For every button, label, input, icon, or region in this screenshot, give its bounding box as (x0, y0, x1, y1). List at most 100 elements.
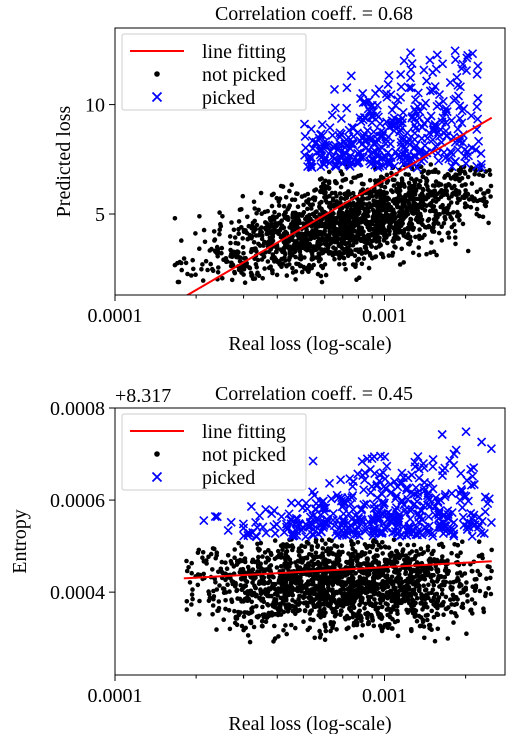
data-point (429, 551, 435, 556)
data-point (249, 599, 254, 605)
data-point (172, 262, 178, 268)
data-point (301, 202, 306, 208)
data-point (418, 220, 424, 225)
data-point (321, 559, 327, 564)
data-point (320, 250, 326, 255)
data-point (347, 605, 352, 611)
data-point (320, 137, 330, 147)
data-point (372, 480, 382, 490)
data-point (245, 598, 250, 603)
data-point (459, 573, 465, 578)
data-point (462, 182, 468, 187)
data-point (321, 597, 327, 602)
data-point (350, 614, 356, 620)
data-point (326, 185, 332, 191)
data-point (445, 571, 451, 577)
data-point (449, 609, 454, 615)
data-point (457, 106, 467, 116)
data-point (486, 586, 491, 591)
data-point (303, 162, 313, 172)
data-point (460, 539, 465, 544)
data-point (340, 178, 346, 183)
data-point (230, 262, 236, 268)
data-point (488, 194, 493, 199)
data-point (385, 625, 391, 631)
data-point (396, 230, 402, 235)
data-point (427, 528, 437, 538)
data-point (255, 554, 261, 560)
data-point (239, 587, 245, 593)
data-point (253, 585, 258, 590)
data-point (350, 546, 356, 552)
data-point (200, 550, 206, 555)
data-point (361, 181, 366, 187)
y-tick-label: 0.0008 (50, 398, 105, 420)
data-point (356, 514, 366, 524)
data-point (276, 634, 281, 639)
data-point (327, 547, 332, 553)
data-point (333, 203, 339, 208)
data-point (197, 246, 202, 251)
data-point (241, 614, 247, 619)
data-point (227, 589, 232, 594)
data-point (216, 599, 222, 604)
data-point (319, 184, 324, 190)
data-point (318, 273, 324, 279)
data-point (397, 542, 403, 547)
data-point (399, 178, 405, 183)
data-point (392, 201, 398, 206)
data-point (289, 182, 295, 187)
data-point (403, 571, 408, 577)
data-point (320, 156, 330, 166)
x-tick-label: 0.0001 (88, 685, 143, 707)
data-point (413, 452, 423, 462)
data-point (217, 210, 222, 215)
data-point (280, 184, 286, 189)
data-point (403, 473, 413, 483)
x-axis: 0.0001 0.001 Real loss (log-scale) (88, 675, 467, 735)
data-point (476, 163, 486, 173)
data-point (318, 241, 324, 247)
data-point (440, 153, 451, 163)
data-point (338, 515, 348, 525)
data-point (270, 234, 276, 240)
data-point (365, 613, 370, 619)
x-axis: 0.0001 0.001 Real loss (log-scale) (88, 295, 467, 355)
data-point (307, 136, 317, 146)
data-point (469, 597, 475, 602)
data-point (314, 255, 319, 260)
data-point (466, 197, 472, 202)
data-point (309, 265, 315, 271)
data-point (373, 162, 383, 173)
data-point (453, 241, 458, 247)
data-point (232, 235, 238, 240)
data-point (390, 505, 401, 515)
data-point (380, 452, 390, 462)
data-point (359, 485, 369, 495)
data-point (309, 490, 319, 500)
data-point (445, 636, 451, 641)
data-point (249, 247, 255, 252)
data-point (197, 214, 202, 219)
data-point (236, 267, 242, 273)
data-point (304, 238, 310, 244)
data-point (296, 241, 302, 246)
data-point (308, 144, 318, 154)
data-point (343, 572, 348, 578)
data-point (330, 587, 335, 592)
data-point (306, 197, 312, 202)
data-point (252, 206, 257, 211)
data-point (418, 459, 428, 469)
data-point (372, 178, 378, 183)
data-point (381, 216, 387, 221)
data-point (242, 280, 248, 286)
data-point (416, 183, 422, 189)
data-point (361, 218, 366, 223)
data-point (319, 537, 325, 543)
data-point (348, 598, 354, 603)
data-point (397, 468, 407, 478)
legend-x-swatch (151, 471, 163, 483)
data-point (386, 232, 392, 237)
data-point (263, 220, 268, 225)
data-point (305, 268, 311, 273)
